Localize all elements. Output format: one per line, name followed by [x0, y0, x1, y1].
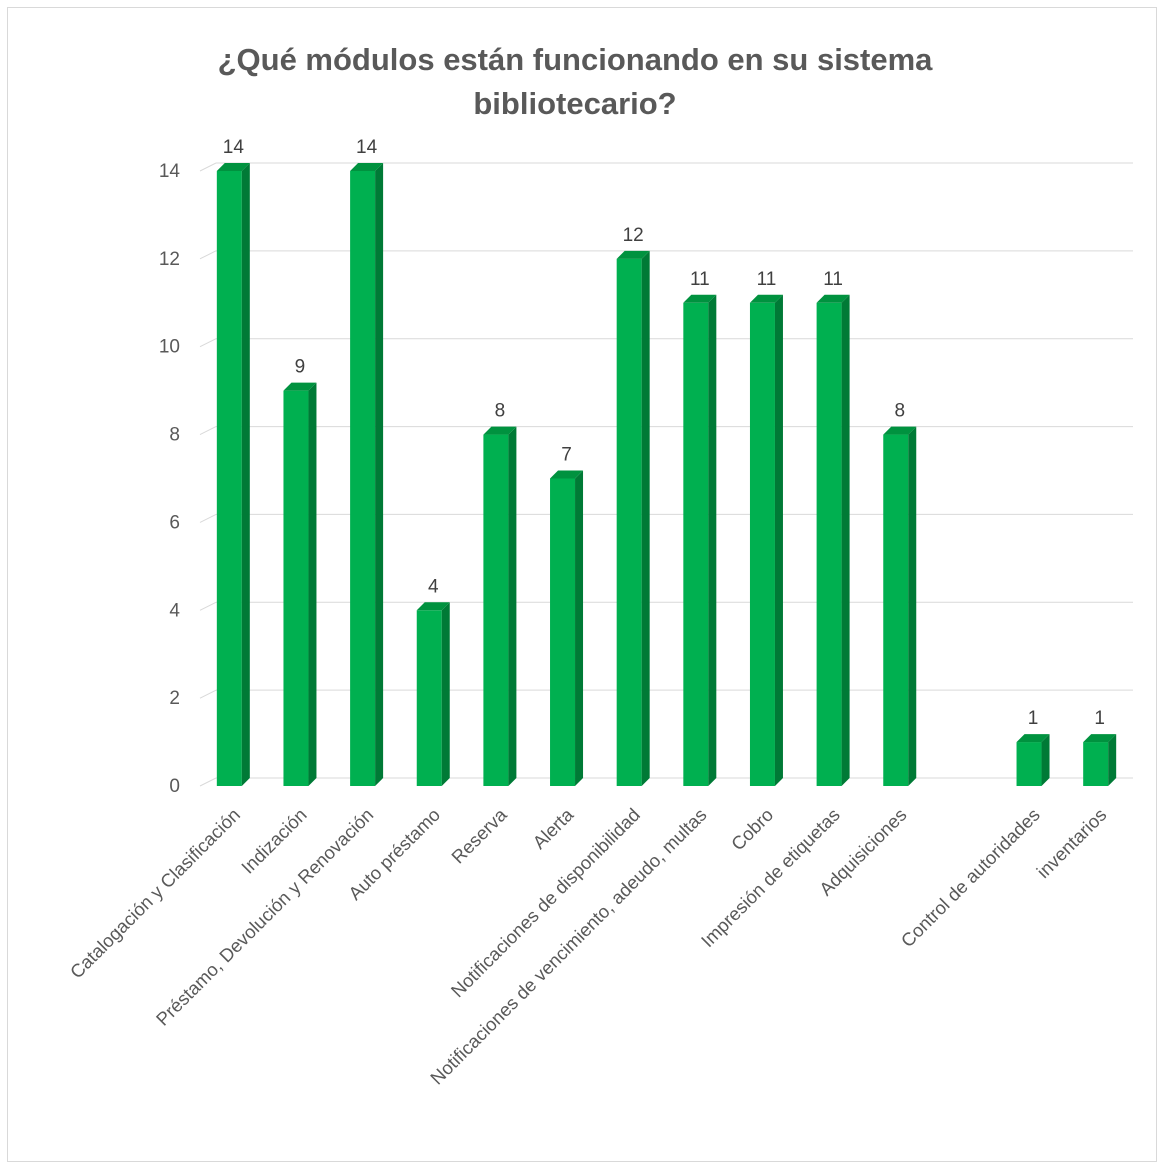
bar: [816, 294, 850, 786]
bars: [216, 163, 1117, 786]
bar-top: [749, 294, 783, 303]
gridline-stub: [199, 162, 217, 172]
bar-front: [816, 302, 842, 786]
data-label: 14: [356, 137, 378, 158]
bar-side: [441, 602, 450, 786]
bar: [683, 294, 717, 786]
bar-front: [550, 478, 576, 786]
bar-top: [283, 382, 317, 391]
bar-front: [416, 610, 442, 786]
gridline-stub: [199, 426, 217, 436]
y-tick-label: 12: [159, 249, 180, 270]
data-label: 1: [1028, 708, 1039, 729]
bar-side: [1041, 734, 1050, 786]
data-label: 8: [894, 401, 905, 422]
data-label: 11: [823, 269, 843, 290]
bar-front: [749, 302, 775, 786]
bar: [1016, 734, 1050, 786]
bar: [1083, 734, 1117, 786]
bar-front: [350, 171, 376, 786]
gridline-stub: [199, 689, 217, 699]
bar-top: [1016, 734, 1050, 743]
bar: [216, 163, 250, 786]
bar-side: [774, 294, 783, 786]
bar: [283, 382, 317, 786]
bar-top: [416, 602, 450, 611]
bar-side: [241, 163, 250, 786]
bar-side: [641, 250, 650, 786]
bar: [550, 470, 584, 786]
bar-top: [350, 163, 384, 171]
bar: [749, 294, 783, 786]
data-label: 11: [757, 269, 777, 290]
data-label: 9: [295, 357, 306, 378]
bar-side: [375, 163, 384, 786]
bar-top: [216, 163, 250, 171]
y-axis-ticks: 0 2 4 6 8 10 12 14: [159, 161, 181, 797]
bar-front: [216, 171, 242, 786]
y-tick-label: 10: [159, 337, 180, 358]
y-tick-label: 4: [169, 600, 180, 621]
data-label: 11: [690, 269, 710, 290]
y-tick-label: 14: [159, 161, 181, 182]
bar-side: [308, 382, 317, 786]
bar-front: [483, 434, 509, 786]
bar-top: [1083, 734, 1117, 743]
bar-top: [483, 426, 517, 435]
gridline-stub: [199, 250, 217, 260]
bar: [416, 602, 450, 786]
bar-side: [1108, 734, 1117, 786]
bar-front: [883, 434, 909, 786]
data-label: 7: [561, 445, 572, 466]
bar-front: [1083, 742, 1109, 786]
bar: [483, 426, 517, 786]
bar-side: [908, 426, 917, 786]
x-axis-ticks: Catalogación y ClasificaciónIndizaciónPr…: [66, 803, 1111, 1088]
data-label: 12: [623, 225, 644, 246]
x-tick-label: Control de autoridades: [897, 804, 1044, 951]
bar-front: [283, 390, 309, 786]
bar: [883, 426, 917, 786]
bar: [350, 163, 384, 786]
bar-front: [616, 258, 642, 786]
y-tick-label: 2: [169, 688, 180, 709]
bar-top: [616, 250, 650, 259]
x-tick-label: Reserva: [447, 803, 511, 867]
y-tick-label: 0: [169, 776, 180, 797]
gridlines: [199, 162, 1133, 787]
bar-front: [1016, 742, 1042, 786]
gridline-stub: [199, 777, 217, 787]
data-label: 4: [428, 576, 439, 597]
gridline-stub: [199, 513, 217, 523]
y-tick-label: 8: [169, 425, 180, 446]
bar-side: [841, 294, 850, 786]
bar-top: [683, 294, 717, 303]
data-label: 14: [223, 137, 245, 158]
chart-title: ¿Qué módulos están funcionando en su sis…: [217, 42, 933, 121]
x-tick-label: inventarios: [1032, 804, 1110, 882]
gridline-stub: [199, 338, 217, 348]
data-label: 1: [1094, 708, 1105, 729]
bar-top: [883, 426, 917, 435]
x-tick-label: Cobro: [727, 804, 777, 854]
data-label: 8: [495, 401, 506, 422]
bar: [616, 250, 650, 786]
bar-top: [550, 470, 584, 479]
x-tick-label: Alerta: [528, 803, 578, 853]
bar-top: [816, 294, 850, 303]
bar-front: [683, 302, 709, 786]
gridline-stub: [199, 601, 217, 611]
bar-side: [508, 426, 517, 786]
bar-side: [575, 470, 584, 786]
bar-side: [708, 294, 717, 786]
y-tick-label: 6: [169, 512, 180, 533]
